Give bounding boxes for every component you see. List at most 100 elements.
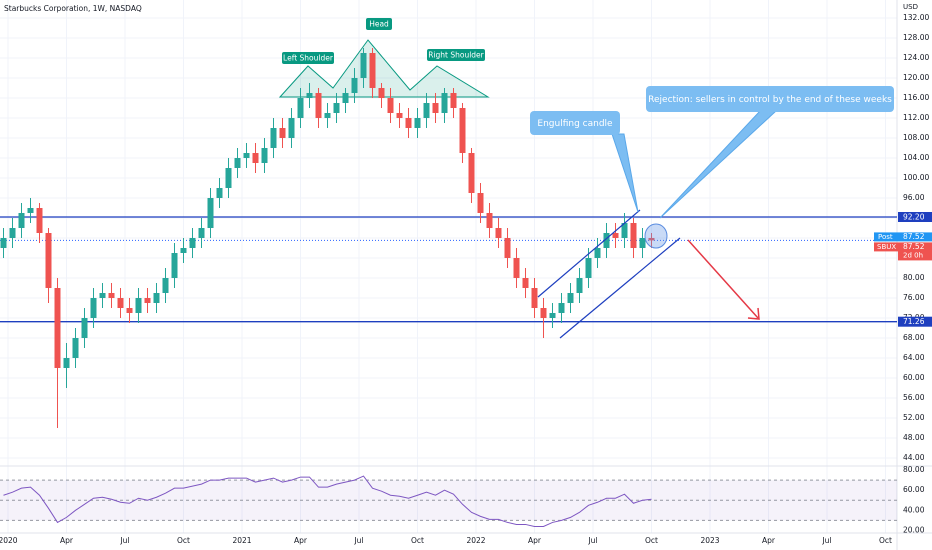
- grid: [0, 0, 897, 533]
- x-tick-label: Oct: [645, 536, 658, 545]
- y-tick-label: 68.00: [903, 333, 925, 342]
- annotation: Rejection: sellers in control by the end…: [648, 95, 892, 105]
- candle-body: [180, 248, 187, 253]
- x-tick-label: 2023: [700, 536, 719, 545]
- y-tick-label: 56.00: [903, 393, 925, 402]
- candle-body: [288, 118, 295, 138]
- candle-body: [45, 233, 52, 288]
- symbol-label: SBUX: [877, 243, 896, 251]
- candle-body: [153, 293, 160, 303]
- y-tick-label: 104.00: [903, 153, 929, 162]
- candle-body: [90, 298, 97, 318]
- y-tick-label: 76.00: [903, 293, 925, 302]
- annotation: Head: [369, 20, 389, 29]
- y-tick-label: 124.00: [903, 53, 929, 62]
- currency: USD: [903, 3, 918, 11]
- y-tick-label: 60.00: [903, 373, 925, 382]
- candle-body: [360, 53, 367, 78]
- y-tick-label: 64.00: [903, 353, 925, 362]
- channel-lower: [559, 237, 681, 339]
- x-tick-label: 2020: [0, 536, 18, 545]
- candle-body: [405, 118, 412, 128]
- candle-body: [396, 113, 403, 118]
- rsi-tick-label: 80.00: [903, 465, 925, 474]
- candle-body: [567, 293, 574, 303]
- symbol-tag: [874, 242, 898, 252]
- rsi-tick-label: 20.00: [903, 525, 925, 534]
- price-tag: [874, 232, 898, 242]
- channel-upper: [537, 209, 641, 298]
- y-tick-label: 108.00: [903, 133, 929, 142]
- x-tick-label: Jul: [587, 536, 597, 545]
- annotation: Engulfing candle: [537, 119, 613, 129]
- candle-body: [648, 238, 655, 241]
- y-tick-label: 116.00: [903, 93, 929, 102]
- candle-body: [585, 258, 592, 278]
- candle-body: [450, 93, 457, 108]
- level-label: 71.26: [903, 317, 925, 326]
- candle-body: [414, 118, 421, 128]
- candle-body: [639, 238, 646, 248]
- x-tick-label: Jul: [119, 536, 129, 545]
- candle-body: [387, 98, 394, 113]
- candle-body: [621, 223, 628, 238]
- candle-body: [99, 293, 106, 298]
- price-tag: [898, 232, 932, 242]
- y-tick-label: 120.00: [903, 73, 929, 82]
- candle-body: [234, 158, 241, 168]
- candle-body: [315, 93, 322, 118]
- candle-body: [0, 238, 7, 248]
- chart-title: Starbucks Corporation, 1W, NASDAQ: [4, 4, 142, 13]
- x-tick-label: Jul: [821, 536, 831, 545]
- candle-body: [306, 93, 313, 98]
- x-tick-label: Apr: [60, 536, 74, 545]
- callout-box: [530, 111, 620, 135]
- candle-body: [351, 78, 358, 93]
- candle-body: [261, 148, 268, 163]
- candle-body: [18, 213, 25, 228]
- candle-body: [54, 288, 61, 368]
- candle-body: [522, 278, 529, 288]
- candle-body: [342, 93, 349, 103]
- level-tag: [898, 212, 932, 222]
- price-label: 87.52: [903, 242, 925, 251]
- candle-body: [81, 318, 88, 338]
- candle-body: [117, 298, 124, 308]
- countdown: 2d 0h: [903, 251, 923, 259]
- candle-body: [468, 153, 475, 193]
- y-tick-label: 96.00: [903, 193, 925, 202]
- x-tick-label: Oct: [879, 536, 892, 545]
- candle-body: [477, 193, 484, 213]
- y-tick-label: 128.00: [903, 33, 929, 42]
- label-box: [427, 49, 485, 61]
- candle-body: [324, 113, 331, 118]
- candle-body: [198, 228, 205, 238]
- highlight-circle: [644, 223, 668, 249]
- candle-body: [486, 213, 493, 228]
- candle-body: [189, 238, 196, 248]
- price-tag-label: Post: [878, 233, 893, 241]
- x-tick-label: Oct: [177, 536, 190, 545]
- candle-body: [612, 233, 619, 238]
- x-tick-label: Apr: [762, 536, 776, 545]
- candle-body: [216, 188, 223, 198]
- annotation: Left Shoulder: [283, 54, 334, 63]
- candle-body: [36, 208, 43, 233]
- candle-body: [495, 228, 502, 238]
- forecast-arrow: [687, 239, 759, 319]
- candle-body: [270, 128, 277, 148]
- rsi-band: [0, 480, 897, 521]
- candle-body: [135, 298, 142, 313]
- candle-body: [207, 198, 214, 228]
- candle-body: [126, 308, 133, 313]
- rsi-tick-label: 60.00: [903, 485, 925, 494]
- x-tick-label: Apr: [528, 536, 542, 545]
- y-tick-label: 80.00: [903, 273, 925, 282]
- level-tag: [898, 316, 932, 327]
- y-tick-label: 44.00: [903, 453, 925, 462]
- candle-body: [108, 293, 115, 298]
- candle-body: [513, 258, 520, 278]
- candle-body: [594, 248, 601, 258]
